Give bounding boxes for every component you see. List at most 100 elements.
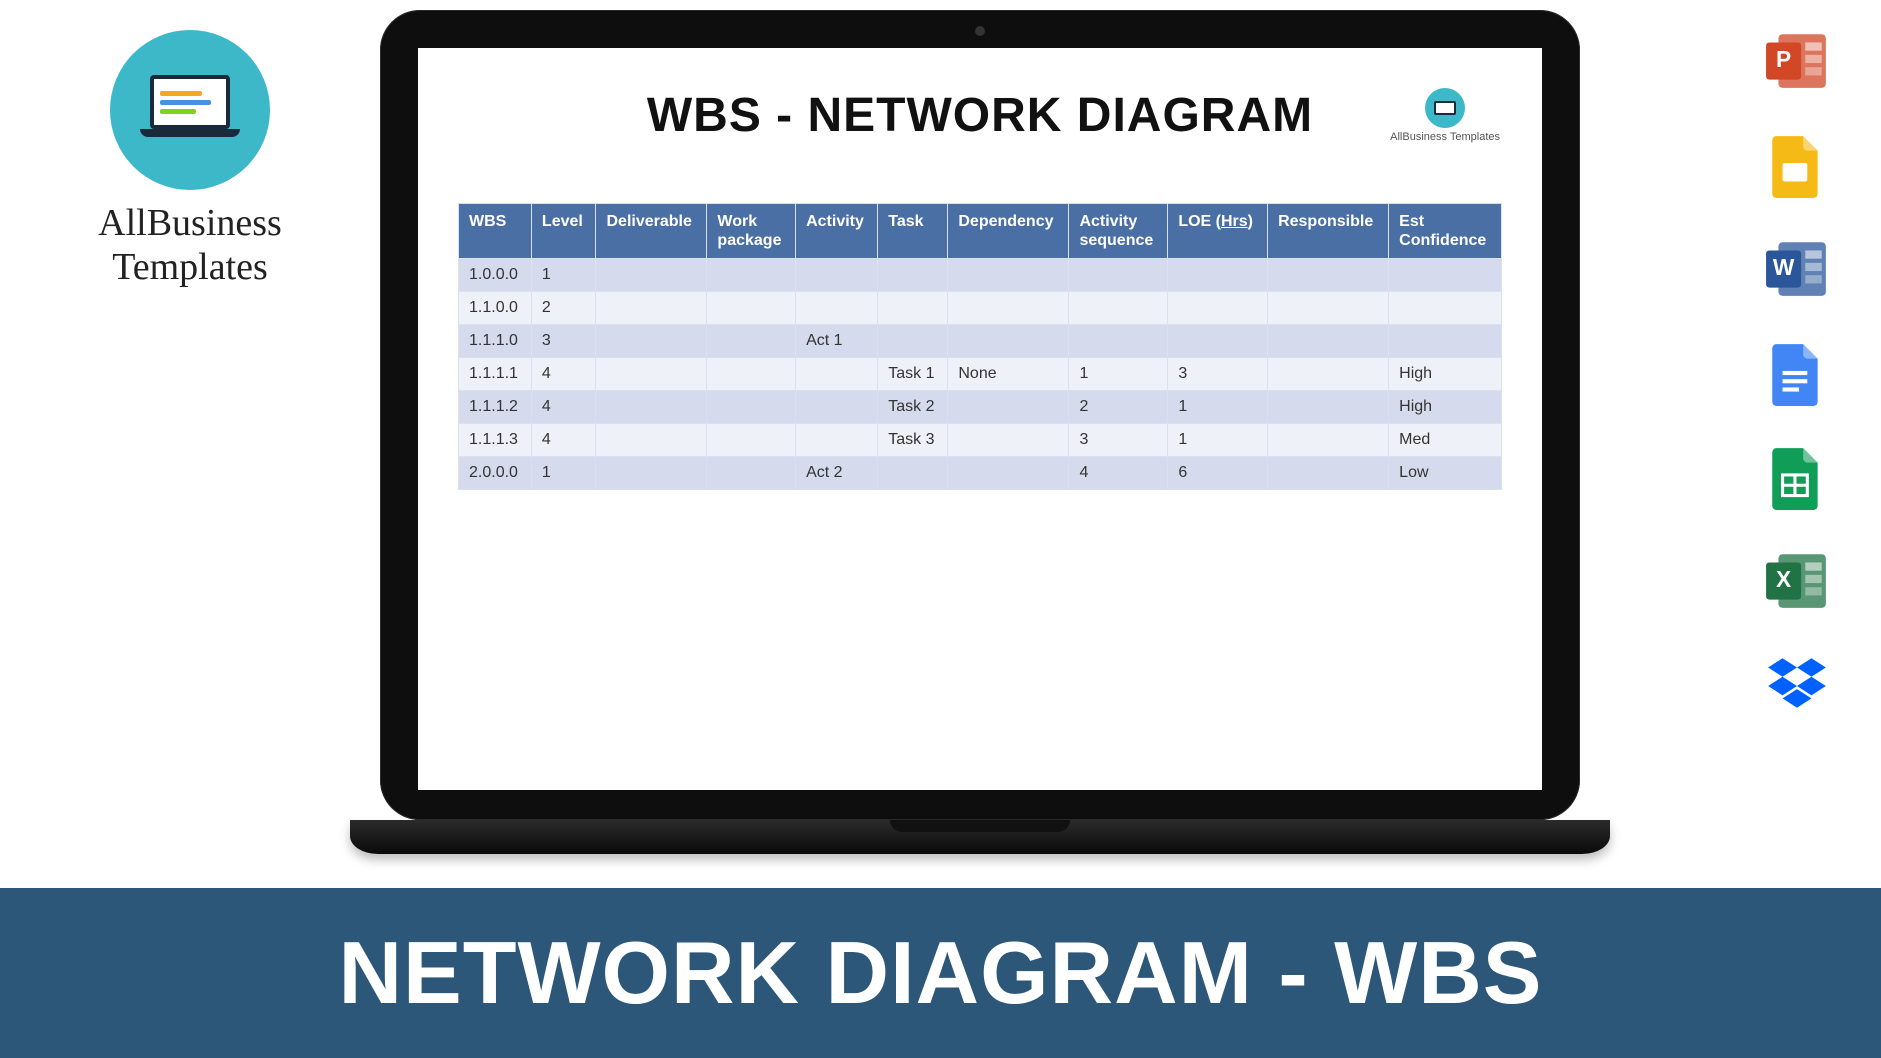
table-cell [1168, 292, 1268, 325]
table-cell [948, 292, 1069, 325]
table-cell [596, 457, 707, 490]
table-cell [1389, 325, 1502, 358]
table-cell [796, 358, 878, 391]
table-header-cell: LOE (Hrs) [1168, 204, 1268, 259]
laptop-bezel: AllBusiness Templates WBS - NETWORK DIAG… [380, 10, 1580, 820]
table-cell: 1.1.1.3 [459, 424, 532, 457]
table-header-cell: Deliverable [596, 204, 707, 259]
table-cell [878, 325, 948, 358]
table-cell: 3 [531, 325, 596, 358]
table-cell: 2.0.0.0 [459, 457, 532, 490]
table-cell [796, 424, 878, 457]
table-cell [707, 457, 796, 490]
table-row: 1.1.0.02 [459, 292, 1502, 325]
table-cell: 1.1.0.0 [459, 292, 532, 325]
svg-text:P: P [1776, 46, 1791, 72]
document-mini-brand: AllBusiness Templates [1390, 88, 1500, 143]
table-cell [948, 325, 1069, 358]
table-cell: High [1389, 391, 1502, 424]
table-cell [1268, 259, 1389, 292]
table-cell: 1 [1168, 424, 1268, 457]
table-cell [1389, 292, 1502, 325]
table-row: 1.1.1.24Task 221High [459, 391, 1502, 424]
document-title: WBS - NETWORK DIAGRAM [458, 88, 1502, 143]
svg-text:W: W [1773, 254, 1795, 280]
table-cell: 3 [1069, 424, 1168, 457]
table-cell: 1 [531, 457, 596, 490]
table-cell: 6 [1168, 457, 1268, 490]
powerpoint-icon[interactable]: P [1764, 28, 1830, 94]
table-cell: 1.1.1.0 [459, 325, 532, 358]
table-cell: 1 [531, 259, 596, 292]
table-cell [878, 457, 948, 490]
table-cell: 1.1.1.1 [459, 358, 532, 391]
table-cell [796, 391, 878, 424]
table-cell: Med [1389, 424, 1502, 457]
table-row: 1.1.1.34 Task 3 31 Med [459, 424, 1502, 457]
camera-dot [975, 26, 985, 36]
table-cell: Low [1389, 457, 1502, 490]
table-cell [1389, 259, 1502, 292]
table-header-cell: Level [531, 204, 596, 259]
table-cell: High [1389, 358, 1502, 391]
table-cell [1268, 391, 1389, 424]
table-cell [1268, 424, 1389, 457]
table-header-cell: Task [878, 204, 948, 259]
svg-text:X: X [1776, 566, 1791, 592]
dropbox-icon[interactable] [1764, 652, 1830, 718]
table-cell [878, 292, 948, 325]
table-header-cell: Dependency [948, 204, 1069, 259]
table-cell [878, 259, 948, 292]
table-cell: 2 [1069, 391, 1168, 424]
table-cell [707, 358, 796, 391]
table-cell [1069, 292, 1168, 325]
table-cell: 3 [1168, 358, 1268, 391]
table-cell [1069, 259, 1168, 292]
table-header-cell: EstConfidence [1389, 204, 1502, 259]
excel-icon[interactable]: X [1764, 548, 1830, 614]
table-cell [1268, 457, 1389, 490]
table-cell [707, 292, 796, 325]
table-cell: 4 [531, 358, 596, 391]
table-cell [707, 325, 796, 358]
brand-name-line2: Templates [55, 246, 325, 290]
table-cell [948, 424, 1069, 457]
table-cell [596, 424, 707, 457]
google-slides-icon[interactable] [1764, 132, 1830, 198]
brand-name: AllBusiness Templates [55, 202, 325, 289]
table-cell [1168, 259, 1268, 292]
google-sheets-icon[interactable] [1764, 444, 1830, 510]
table-row: 1.1.1.14 Task 1None13 High [459, 358, 1502, 391]
table-cell: 4 [531, 424, 596, 457]
table-row: 1.0.0.01 [459, 259, 1502, 292]
table-cell [596, 358, 707, 391]
app-icons-column: P W X [1757, 28, 1837, 718]
table-header-cell: Activitysequence [1069, 204, 1168, 259]
table-cell [948, 259, 1069, 292]
table-cell [796, 292, 878, 325]
google-docs-icon[interactable] [1764, 340, 1830, 406]
table-cell: Task 3 [878, 424, 948, 457]
table-cell [707, 424, 796, 457]
table-cell: 2 [531, 292, 596, 325]
word-icon[interactable]: W [1764, 236, 1830, 302]
table-cell: None [948, 358, 1069, 391]
table-cell [596, 292, 707, 325]
table-cell: 1.1.1.2 [459, 391, 532, 424]
table-cell [1268, 292, 1389, 325]
document-screen: AllBusiness Templates WBS - NETWORK DIAG… [418, 48, 1542, 790]
table-cell: 1 [1069, 358, 1168, 391]
table-cell: 4 [1069, 457, 1168, 490]
table-cell [948, 457, 1069, 490]
wbs-table: WBSLevelDeliverableWorkpackageActivityTa… [458, 203, 1502, 490]
table-cell [596, 259, 707, 292]
footer-title: NETWORK DIAGRAM - WBS [339, 922, 1543, 1024]
table-header-cell: WBS [459, 204, 532, 259]
table-cell: 4 [531, 391, 596, 424]
table-cell [707, 259, 796, 292]
table-cell [596, 391, 707, 424]
table-cell: 1 [1168, 391, 1268, 424]
table-cell [1069, 325, 1168, 358]
table-cell: Task 1 [878, 358, 948, 391]
laptop-base [350, 820, 1610, 854]
